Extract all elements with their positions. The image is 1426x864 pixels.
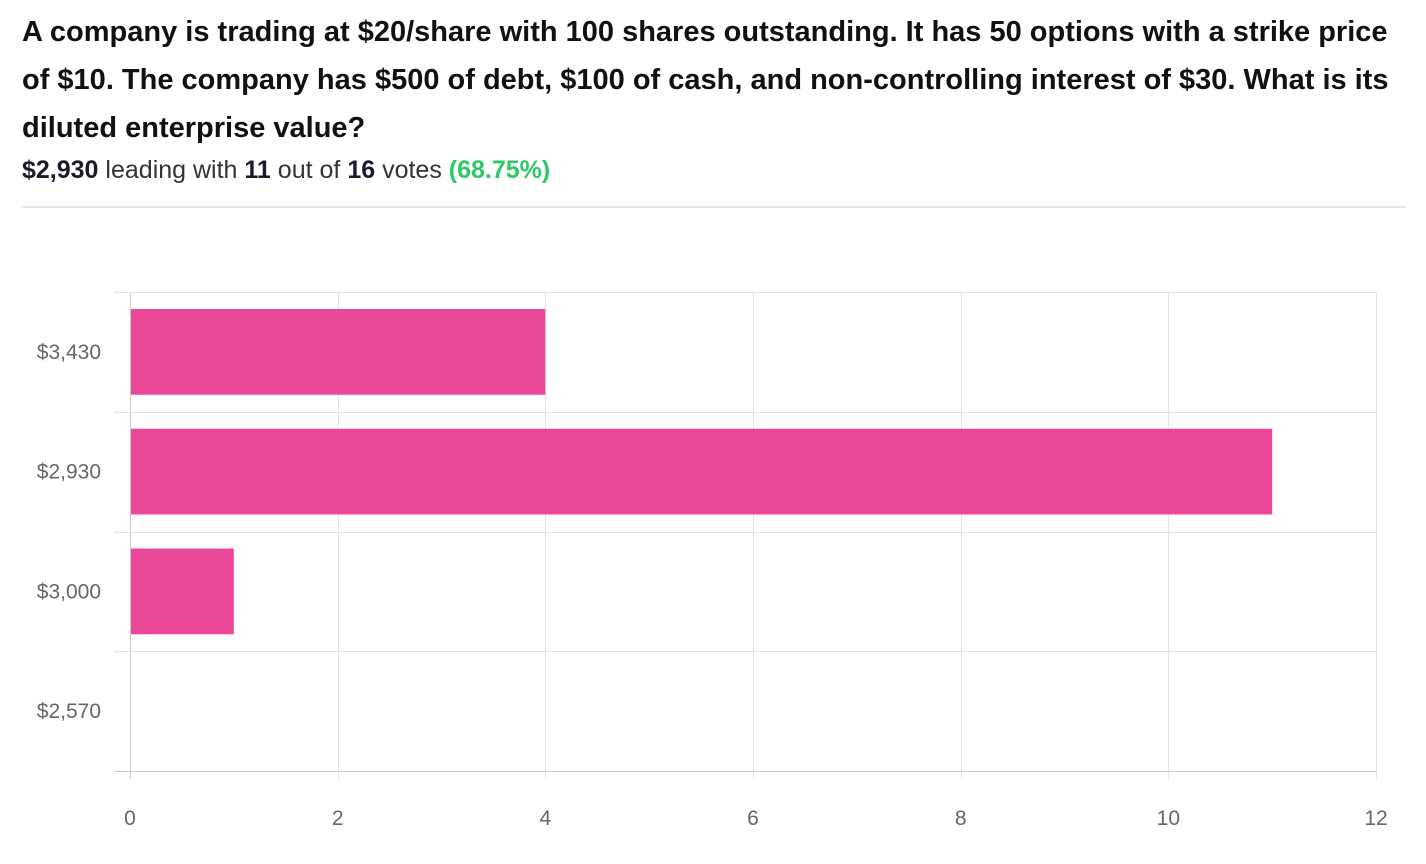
- leading-text: leading with: [105, 156, 238, 184]
- poll-summary: $2,930 leading with 11 out of 16 votes (…: [22, 152, 550, 188]
- y-tick-label: $3,000: [37, 580, 101, 603]
- header-divider: [22, 206, 1406, 208]
- out-of-text: out of: [277, 156, 341, 184]
- x-tick-label: 8: [955, 807, 967, 830]
- votes-text: votes: [382, 156, 442, 184]
- leader-vote-count: 11: [244, 156, 271, 184]
- y-tick-label: $2,570: [37, 700, 101, 723]
- x-tick-label: 2: [332, 807, 344, 830]
- bar: [131, 548, 234, 635]
- y-tick-label: $3,430: [37, 341, 101, 364]
- bar: [131, 428, 1273, 515]
- y-tick-label: $2,930: [37, 461, 101, 484]
- leader-answer: $2,930: [22, 156, 99, 184]
- poll-question: A company is trading at $20/share with 1…: [22, 16, 1389, 144]
- x-tick-label: 12: [1364, 807, 1387, 830]
- total-vote-count: 16: [347, 156, 376, 184]
- x-tick-label: 10: [1157, 807, 1180, 830]
- bar: [131, 309, 546, 395]
- x-tick-label: 0: [124, 807, 136, 830]
- x-tick-label: 6: [747, 807, 759, 830]
- leader-percent: (68.75%): [448, 156, 551, 184]
- x-tick-label: 4: [539, 807, 551, 830]
